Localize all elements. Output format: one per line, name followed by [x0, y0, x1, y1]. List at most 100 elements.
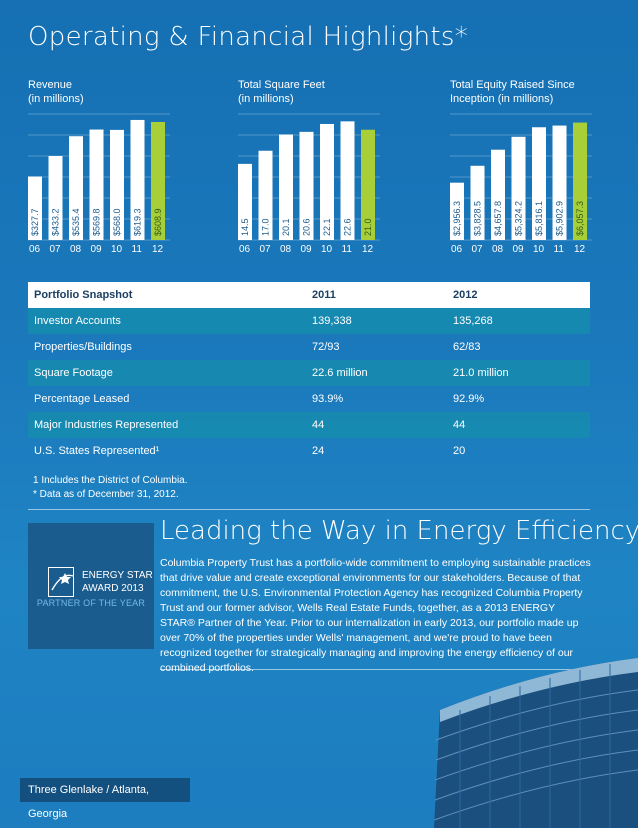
bar-06: [238, 163, 252, 240]
row-label: Investor Accounts: [34, 315, 121, 327]
bar-value-label: $569.8: [92, 208, 102, 236]
bar-11: [130, 119, 145, 240]
energy-star-badge: ENERGY STAR AWARD 2013 PARTNER OF THE YE…: [28, 523, 154, 649]
x-tick-label: 06: [29, 244, 41, 255]
bar-09: [511, 136, 526, 240]
divider: [160, 669, 590, 670]
chart-title-line1: Total Square Feet: [238, 79, 325, 91]
row-label: Square Footage: [34, 367, 113, 379]
bar-value-label: 22.6: [343, 218, 353, 236]
energy-star-logo: ENERGY STAR AWARD 2013: [38, 567, 153, 597]
table-row: Major Industries Represented 44 44: [28, 412, 590, 438]
bar-11: [340, 121, 355, 240]
bar-12: [573, 122, 587, 240]
value-2011: 139,338: [312, 315, 352, 327]
value-2011: 93.9%: [312, 393, 344, 405]
bar-11: [552, 125, 567, 240]
bar-value-label: 17.0: [261, 218, 271, 236]
bar-value-label: $2,956.3: [452, 201, 462, 236]
bar-value-label: $568.0: [112, 208, 122, 236]
chart-title-line1: Total Equity Raised Since: [450, 79, 575, 91]
x-tick-label: 07: [49, 244, 61, 255]
divider: [28, 509, 590, 510]
bar-08: [69, 136, 83, 240]
bar-value-label: $4,657.8: [493, 201, 503, 236]
row-label: Properties/Buildings: [34, 341, 132, 353]
footnotes: 1 Includes the District of Columbia. * D…: [33, 474, 188, 502]
x-tick-label: 08: [70, 244, 82, 255]
table-header-row: Portfolio Snapshot 2011 2012: [28, 282, 590, 308]
bar-07: [470, 165, 485, 240]
x-tick-label: 07: [471, 244, 483, 255]
energy-section-body: Columbia Property Trust has a portfolio-…: [160, 557, 591, 674]
page-title: Operating & Financial Highlights*: [28, 22, 469, 52]
bar-12: [361, 129, 375, 240]
bar-value-label: $3,828.5: [473, 201, 483, 236]
bar-12: [151, 121, 165, 240]
building-photo: [433, 658, 638, 828]
bar-08: [491, 149, 505, 240]
value-2012: 21.0 million: [453, 367, 509, 379]
bar-value-label: 20.1: [281, 218, 291, 236]
header-cell: 2011: [312, 289, 336, 301]
badge-line2: AWARD 2013: [82, 583, 144, 594]
value-2012: 92.9%: [453, 393, 485, 405]
value-2011: 72/93: [312, 341, 340, 353]
value-2011: 22.6 million: [312, 367, 368, 379]
value-2012: 44: [453, 419, 466, 431]
x-tick-label: 11: [131, 244, 142, 255]
x-tick-label: 11: [341, 244, 352, 255]
bar-value-label: 22.1: [322, 218, 332, 236]
bar-value-label: $619.3: [133, 208, 143, 236]
chart-title-line1: Revenue: [28, 79, 73, 91]
x-tick-label: 10: [533, 244, 545, 255]
bar-07: [258, 150, 273, 240]
equity-raised-chart: Total Equity Raised Since Inception (in …: [450, 78, 610, 258]
bar-value-label: $433.2: [51, 208, 61, 236]
header-cell: 2012: [453, 289, 478, 301]
bar-value-label: $5,902.9: [555, 201, 565, 236]
bar-value-label: 14.5: [240, 218, 250, 236]
chart-title-line2: Inception (in millions): [450, 93, 554, 105]
x-tick-label: 07: [259, 244, 271, 255]
value-2011: 24: [312, 445, 325, 457]
bar-10: [110, 129, 124, 240]
square-feet-chart: Total Square Feet (in millions) 14.5 17.0…: [238, 78, 398, 258]
badge-line1: ENERGY STAR: [82, 570, 153, 581]
x-tick-label: 10: [111, 244, 123, 255]
bar-value-label: $5,324.2: [514, 201, 524, 236]
x-tick-label: 12: [152, 244, 164, 255]
chart-plot: 14.5 17.0 20.1 20.6 22.1 22.6 21.0: [238, 113, 380, 241]
chart-plot: $327.7 $433.2 $535.4 $569.8 $568.0 $619.3 $608…: [28, 113, 170, 241]
value-2011: 44: [312, 419, 325, 431]
x-tick-label: 09: [300, 244, 312, 255]
bar-value-label: 21.0: [363, 218, 373, 236]
portfolio-snapshot-table: Portfolio Snapshot 2011 2012 Investor Ac…: [28, 282, 590, 464]
x-tick-label: 12: [362, 244, 374, 255]
chart-title-line2: (in millions): [238, 93, 294, 105]
value-2012: 62/83: [453, 341, 481, 353]
x-tick-label: 10: [321, 244, 333, 255]
x-tick-label: 09: [90, 244, 102, 255]
bar-10: [532, 127, 546, 240]
revenue-chart: Revenue (in millions) $327.7 $433.2 $535.4…: [28, 78, 188, 258]
table-row: U.S. States Represented¹ 24 20: [28, 438, 590, 464]
footnote: * Data as of December 31, 2012.: [33, 489, 179, 500]
header-cell: Portfolio Snapshot: [34, 289, 133, 301]
chart-plot: $2,956.3 $3,828.5 $4,657.8 $5,324.2 $5,816.1…: [450, 113, 592, 241]
bar-value-label: $535.4: [71, 208, 81, 236]
energy-section-title: Leading the Way in Energy Efficiency: [160, 516, 638, 546]
energy-star-icon: [48, 567, 74, 597]
photo-caption: Three Glenlake / Atlanta, Georgia: [20, 778, 190, 820]
table-row: Properties/Buildings 72/93 62/83: [28, 334, 590, 360]
bar-value-label: 20.6: [302, 218, 312, 236]
bar-08: [279, 134, 293, 240]
bar-10: [320, 123, 334, 240]
table-row: Investor Accounts 139,338 135,268: [28, 308, 590, 334]
bar-06: [28, 176, 42, 240]
x-tick-label: 12: [574, 244, 586, 255]
bar-value-label: $608.9: [153, 208, 163, 236]
row-label: Percentage Leased: [34, 393, 130, 405]
footnote: 1 Includes the District of Columbia.: [33, 475, 188, 486]
x-tick-label: 06: [451, 244, 463, 255]
